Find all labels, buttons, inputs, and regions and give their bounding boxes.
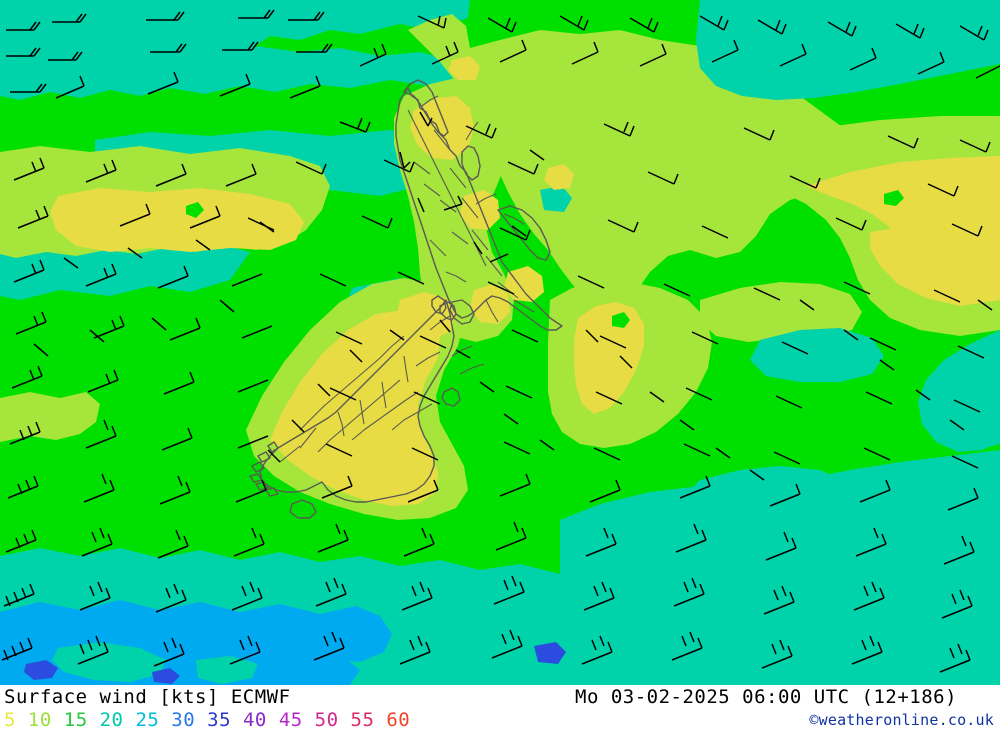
- map-footer: Surface wind [kts] ECMWF Mo 03-02-2025 0…: [0, 685, 1000, 733]
- pocket-teal-e: [540, 186, 572, 212]
- band-yellowgreen-se-fringe: [700, 282, 862, 342]
- pocket-deepblue: [24, 660, 58, 680]
- coastline-sounds-detail: [439, 301, 457, 321]
- legend-separator: [88, 709, 100, 731]
- legend-separator: [231, 709, 243, 731]
- pocket-deepblue-3: [534, 642, 566, 664]
- band-teal-ne-corner: [696, 0, 1000, 100]
- coastline-northland: [403, 79, 449, 137]
- wind-barb-layer: [1, 9, 1000, 673]
- band-teal-left-mid: [0, 240, 250, 300]
- band-yellow-ne-2: [870, 226, 1000, 306]
- legend-value-15: 15: [63, 709, 88, 731]
- barb-row-6: [13, 259, 961, 303]
- band-yellowgreen-left-lower: [0, 392, 100, 442]
- copyright-label: ©weatheronline.co.uk: [809, 711, 994, 729]
- coastline-south-island: [259, 299, 455, 503]
- band-yellow-southisland: [270, 310, 440, 506]
- band-yellow-ni-small2: [448, 56, 480, 80]
- barb-row-2: [6, 39, 1000, 79]
- band-teal-southeast: [560, 450, 1000, 685]
- wind-speed-legend: 5 10 15 20 25 30 35 40 45 50 55 60: [4, 709, 410, 731]
- band-teal-right-mid2: [750, 328, 884, 382]
- coastline-stewart-island: [289, 499, 317, 519]
- legend-separator: [374, 709, 386, 731]
- legend-separator: [123, 709, 135, 731]
- pocket-deepblue-2: [152, 668, 180, 684]
- valid-time-label: Mo 03-02-2025 06:00 UTC (12+186): [575, 686, 958, 708]
- coastline-cook-strait-north: [449, 299, 475, 325]
- band-yellow-tasman: [50, 188, 304, 252]
- band-yellow-southisland-2: [396, 292, 456, 340]
- legend-value-10: 10: [27, 709, 52, 731]
- legend-value-5: 5: [4, 709, 16, 731]
- legend-value-30: 30: [171, 709, 196, 731]
- barb-row-3: [10, 71, 991, 153]
- pocket-green-b: [884, 190, 904, 206]
- map-title: Surface wind [kts] ECMWF: [4, 686, 291, 708]
- barb-row-4: [13, 157, 959, 197]
- band-yellow-northisland-3: [470, 284, 510, 324]
- coastline-banks-peninsula: [441, 387, 461, 407]
- barb-scatter: [33, 111, 993, 481]
- legend-value-55: 55: [350, 709, 375, 731]
- contour-fill-layer: [0, 0, 1000, 685]
- coastline-marlborough-sounds: [431, 295, 447, 315]
- barb-row-11: [5, 521, 975, 565]
- coastline-east-cape: [497, 205, 551, 261]
- band-yellow-northisland-2: [460, 190, 500, 230]
- legend-separator: [303, 709, 315, 731]
- barb-row-9: [9, 419, 979, 469]
- legend-value-20: 20: [99, 709, 124, 731]
- pocket-green-a: [612, 312, 630, 328]
- barb-row-12: [3, 575, 973, 619]
- legend-separator: [195, 709, 207, 731]
- legend-separator: [159, 709, 171, 731]
- legend-value-60: 60: [386, 709, 411, 731]
- legend-separator: [267, 709, 279, 731]
- coastline-north-island: [395, 87, 563, 331]
- legend-value-25: 25: [135, 709, 160, 731]
- band-yellow-ni-small: [544, 164, 574, 190]
- barb-row-5: [17, 203, 983, 241]
- barb-row-10: [7, 473, 979, 511]
- legend-separator: [339, 709, 351, 731]
- barb-row-1: [6, 9, 989, 41]
- pocket-green-c: [186, 202, 204, 218]
- legend-value-50: 50: [314, 709, 339, 731]
- legend-separator: [16, 709, 28, 731]
- coastline-coromandel: [461, 145, 481, 181]
- band-teal-right-lower: [876, 470, 1000, 612]
- wind-speed-contour-map: [0, 0, 1000, 685]
- band-yellow-ni-east: [504, 266, 544, 302]
- barb-row-8: [11, 365, 981, 413]
- barb-row-13: [1, 629, 971, 673]
- inland-feature-lines: [279, 95, 535, 463]
- pocket-teal-in-blue-2: [196, 656, 258, 684]
- band-yellow-chathamrise: [574, 302, 644, 414]
- legend-separator: [52, 709, 64, 731]
- coastline-layer: [249, 79, 563, 519]
- pocket-teal-in-blue: [52, 642, 166, 682]
- weather-map-canvas[interactable]: [0, 0, 1000, 685]
- legend-value-35: 35: [207, 709, 232, 731]
- legend-value-40: 40: [242, 709, 267, 731]
- band-teal-ne-corner-2: [940, 0, 1000, 44]
- barb-row-7: [15, 311, 985, 359]
- band-teal-mid-right: [688, 466, 860, 536]
- legend-value-45: 45: [278, 709, 303, 731]
